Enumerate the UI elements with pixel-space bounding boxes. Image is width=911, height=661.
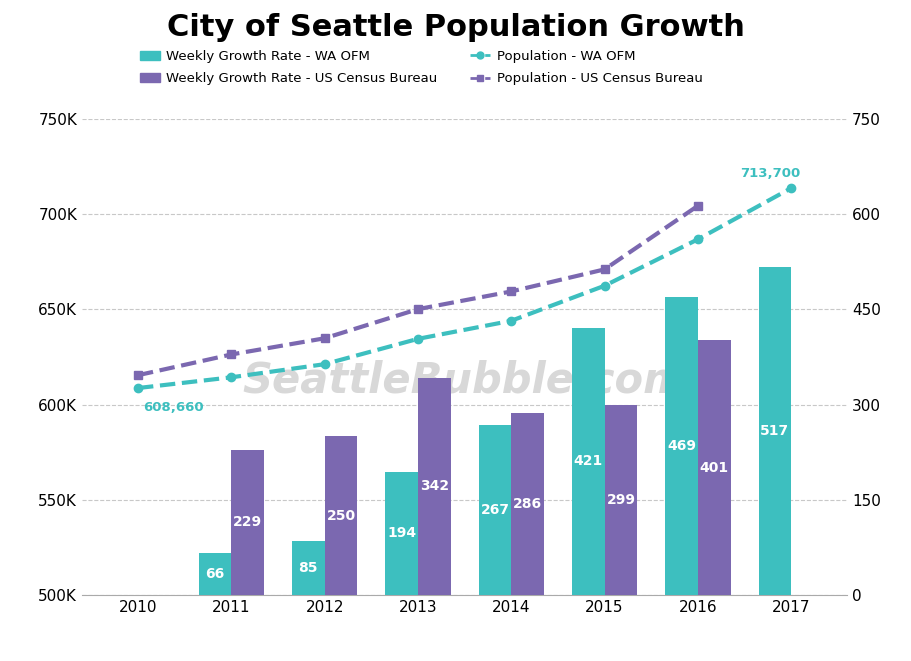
Text: 286: 286 (513, 497, 542, 511)
Text: 66: 66 (205, 567, 225, 581)
Text: 608,660: 608,660 (143, 401, 203, 414)
Bar (231, 449, 264, 595)
Bar (511, 413, 544, 595)
Text: 229: 229 (233, 515, 262, 529)
Text: SeattleBubble.com: SeattleBubble.com (242, 360, 687, 402)
Text: City of Seattle Population Growth: City of Seattle Population Growth (167, 13, 744, 42)
Bar (698, 340, 731, 595)
Bar (199, 553, 231, 595)
Bar (759, 267, 792, 595)
Bar (324, 436, 357, 595)
Text: 517: 517 (761, 424, 790, 438)
Text: 250: 250 (326, 508, 355, 523)
Text: 85: 85 (299, 561, 318, 575)
Legend: Weekly Growth Rate - WA OFM, Weekly Growth Rate - US Census Bureau, Population -: Weekly Growth Rate - WA OFM, Weekly Grow… (135, 45, 708, 91)
Bar (385, 472, 418, 595)
Text: 194: 194 (387, 526, 416, 540)
Bar (605, 405, 638, 595)
Text: 342: 342 (420, 479, 449, 493)
Text: 469: 469 (667, 439, 696, 453)
Text: 401: 401 (700, 461, 729, 475)
Bar (418, 378, 451, 595)
Bar (292, 541, 324, 595)
Bar (665, 297, 698, 595)
Text: 267: 267 (480, 503, 509, 517)
Text: 421: 421 (574, 454, 603, 469)
Text: 713,700: 713,700 (740, 167, 800, 180)
Bar (478, 426, 511, 595)
Text: 299: 299 (607, 493, 636, 507)
Bar (572, 328, 605, 595)
